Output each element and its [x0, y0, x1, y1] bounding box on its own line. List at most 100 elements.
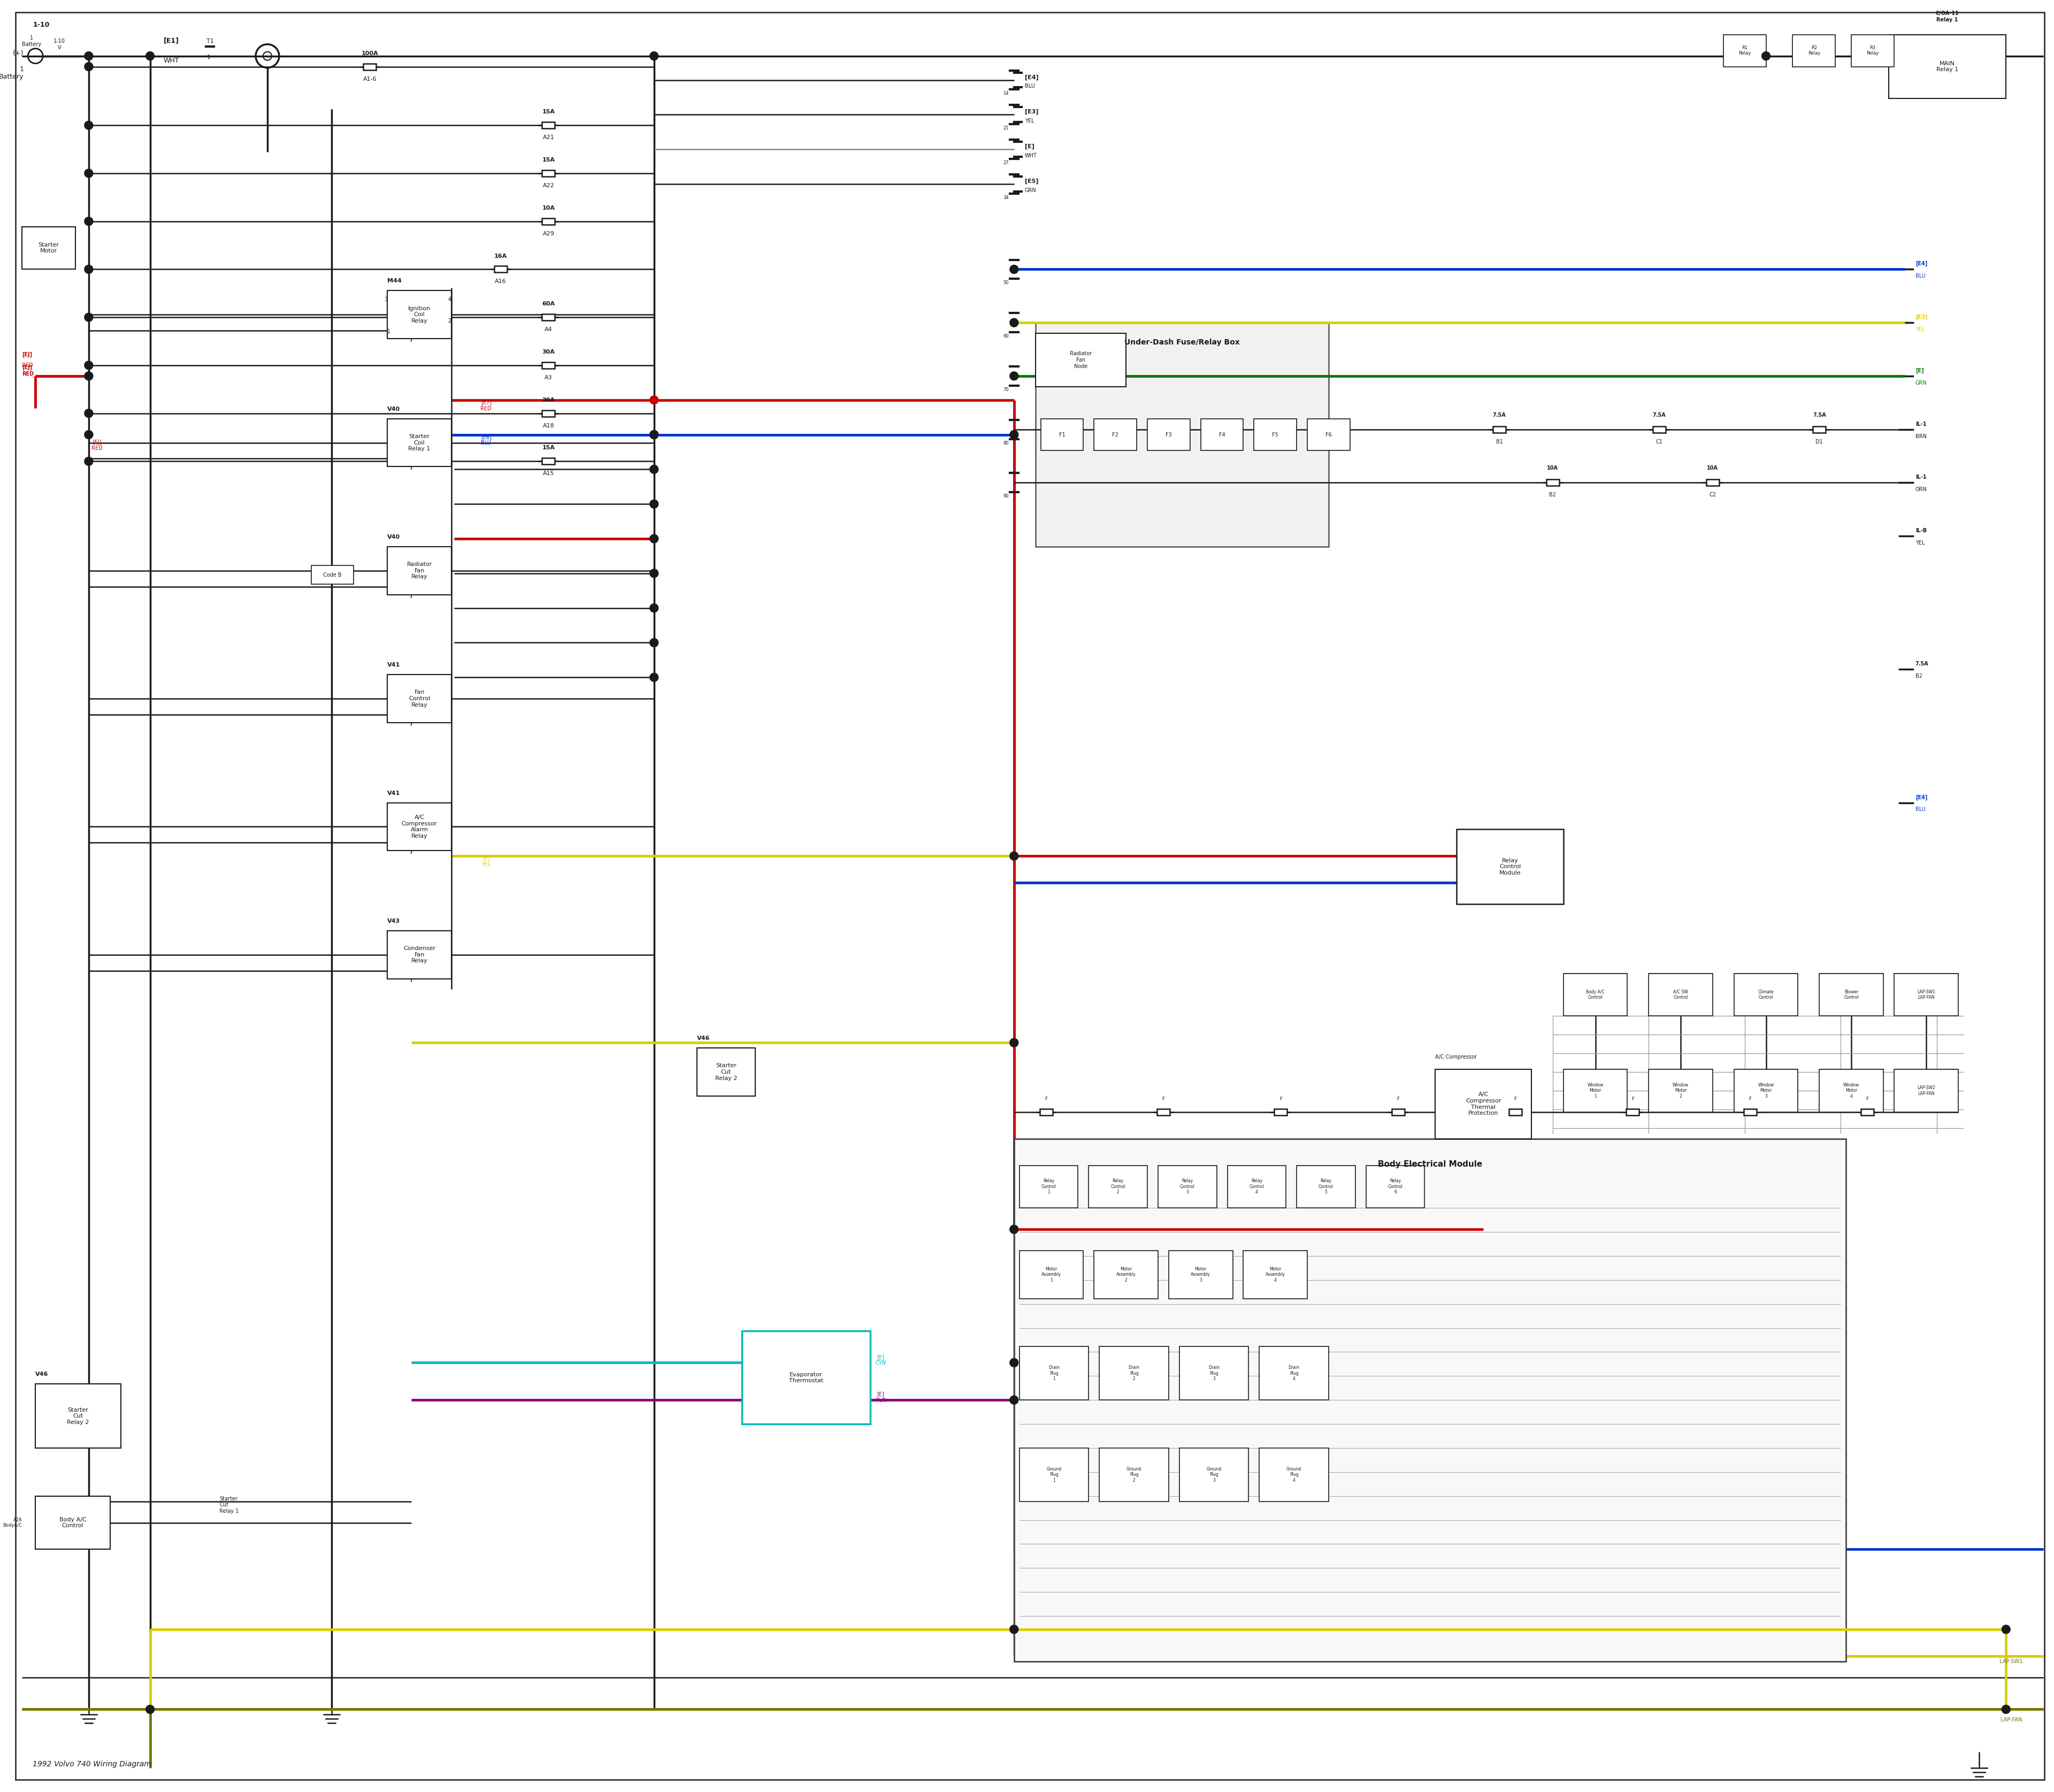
Bar — [1493, 426, 1506, 432]
Bar — [388, 674, 452, 722]
Text: F2: F2 — [1111, 432, 1119, 437]
Text: Ground
Plug
3: Ground Plug 3 — [1206, 1466, 1222, 1482]
Bar — [1366, 1165, 1425, 1208]
Text: Battery: Battery — [0, 73, 25, 81]
Text: A18: A18 — [542, 423, 555, 428]
Text: 3: 3 — [384, 297, 388, 303]
Bar — [1563, 973, 1627, 1016]
Bar — [1035, 333, 1126, 387]
Text: Body Electrical Module: Body Electrical Module — [1378, 1159, 1483, 1168]
Text: LAP-SW1: LAP-SW1 — [2001, 1659, 2023, 1665]
Bar — [1148, 419, 1189, 450]
Text: Window
Motor
1: Window Motor 1 — [1588, 1082, 1604, 1098]
Bar — [23, 226, 76, 269]
Bar — [1306, 419, 1349, 450]
Text: Drain
Plug
2: Drain Plug 2 — [1128, 1366, 1140, 1382]
Bar — [1793, 34, 1836, 66]
Bar — [388, 930, 452, 978]
Text: F: F — [1514, 1097, 1516, 1102]
Circle shape — [649, 430, 659, 439]
Bar — [542, 219, 555, 224]
Bar — [1814, 426, 1826, 432]
Bar — [388, 419, 452, 466]
Text: GRN: GRN — [1025, 188, 1037, 194]
Text: [E5]: [E5] — [1025, 179, 1039, 185]
Text: B2: B2 — [1914, 674, 1923, 679]
Text: LAP-SW2
LAP-FAN: LAP-SW2 LAP-FAN — [1916, 1086, 1935, 1097]
Circle shape — [1011, 1396, 1019, 1405]
Text: 80: 80 — [1002, 441, 1009, 446]
Bar — [388, 290, 452, 339]
Circle shape — [1762, 52, 1771, 61]
Text: 7.5A: 7.5A — [1653, 412, 1666, 418]
Text: 10A: 10A — [1707, 466, 1719, 471]
Text: [E4]: [E4] — [1914, 262, 1927, 267]
Bar — [1019, 1346, 1089, 1400]
Text: YEL: YEL — [1914, 539, 1925, 545]
Text: 21: 21 — [1002, 125, 1009, 131]
Circle shape — [84, 457, 92, 466]
Bar — [696, 1048, 756, 1097]
Bar — [388, 547, 452, 595]
Text: Radiator
Fan
Relay: Radiator Fan Relay — [407, 561, 431, 579]
Bar — [1169, 1251, 1232, 1299]
Text: 1: 1 — [388, 330, 390, 335]
Circle shape — [84, 63, 92, 72]
Bar — [1158, 1165, 1216, 1208]
Text: V46: V46 — [35, 1371, 49, 1376]
Text: 1-10: 1-10 — [33, 22, 49, 29]
Bar — [1894, 973, 1957, 1016]
Text: A1-6: A1-6 — [364, 77, 376, 82]
Text: Drain
Plug
4: Drain Plug 4 — [1288, 1366, 1300, 1382]
Text: Relay
Control
3: Relay Control 3 — [1179, 1179, 1195, 1195]
Bar — [1296, 1165, 1356, 1208]
Text: T1: T1 — [207, 38, 214, 43]
Text: Window
Motor
4: Window Motor 4 — [1842, 1082, 1859, 1098]
Text: Window
Motor
2: Window Motor 2 — [1672, 1082, 1688, 1098]
Bar — [1510, 1109, 1522, 1115]
Text: [E1]: [E1] — [164, 38, 179, 45]
Circle shape — [1011, 265, 1019, 274]
Text: [EJ]
RED: [EJ] RED — [23, 366, 35, 376]
Bar — [1179, 1448, 1249, 1502]
Text: [E]: [E] — [1914, 367, 1925, 373]
Text: 7.5A: 7.5A — [1814, 412, 1826, 418]
Text: Climate
Control: Climate Control — [1758, 989, 1775, 1000]
Bar — [310, 564, 353, 584]
Text: F1: F1 — [1060, 432, 1066, 437]
Text: 60A: 60A — [542, 301, 555, 306]
Text: F: F — [1397, 1097, 1399, 1102]
Circle shape — [84, 430, 92, 439]
Text: 4: 4 — [448, 297, 452, 303]
Text: F: F — [1280, 1097, 1282, 1102]
Text: WHT: WHT — [1025, 152, 1037, 158]
Bar — [1255, 419, 1296, 450]
Circle shape — [649, 570, 659, 577]
Bar — [1259, 1346, 1329, 1400]
Circle shape — [1011, 851, 1019, 860]
Bar — [542, 362, 555, 369]
Text: C/OA-11
Relay 1: C/OA-11 Relay 1 — [1935, 11, 1960, 22]
Bar — [1456, 830, 1563, 903]
Text: YEL: YEL — [1025, 118, 1033, 124]
Text: 15A: 15A — [542, 109, 555, 115]
Text: ORN: ORN — [1914, 487, 1927, 493]
Bar — [1851, 34, 1894, 66]
Text: A21: A21 — [542, 134, 555, 140]
Bar — [1649, 1070, 1713, 1113]
Text: R3
Relay: R3 Relay — [1867, 45, 1879, 56]
Circle shape — [649, 52, 659, 61]
Text: A/C Compressor: A/C Compressor — [1436, 1054, 1477, 1059]
Bar — [1627, 1109, 1639, 1115]
Circle shape — [1011, 430, 1019, 439]
Text: Condenser
Fan
Relay: Condenser Fan Relay — [403, 946, 435, 964]
Bar — [495, 267, 507, 272]
Text: 16A: 16A — [493, 253, 507, 258]
Text: Starter
Cut
Relay 2: Starter Cut Relay 2 — [715, 1063, 737, 1081]
Bar — [1035, 323, 1329, 547]
Circle shape — [146, 52, 154, 61]
Bar — [1744, 1109, 1756, 1115]
Bar — [364, 63, 376, 70]
Text: 10A: 10A — [542, 206, 555, 211]
Bar — [542, 170, 555, 177]
